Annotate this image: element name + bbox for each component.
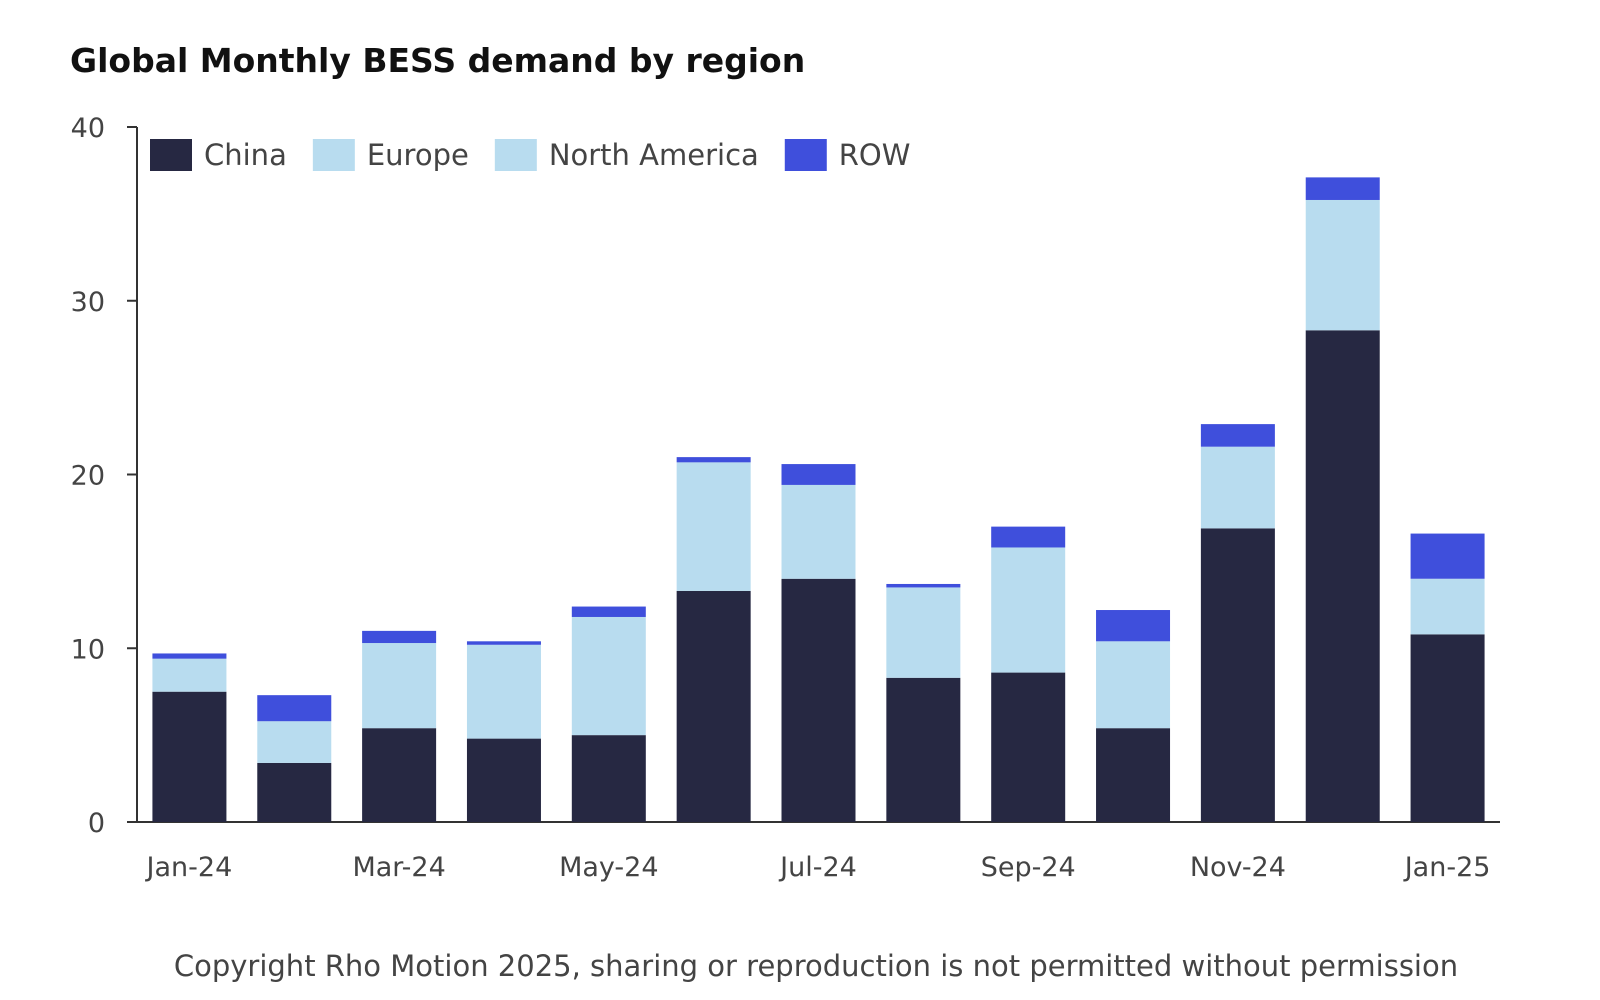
bar-segment-europe	[781, 484, 856, 579]
x-tick-label: Jan-25	[1403, 852, 1491, 883]
bar-segment-row	[362, 630, 437, 644]
y-tick-label: 40	[71, 113, 105, 144]
legend-label: Europe	[367, 138, 469, 172]
legend-swatch	[150, 139, 192, 171]
bar-segment-row	[1305, 177, 1380, 200]
legend-swatch	[312, 139, 355, 171]
bar-segment-row	[991, 526, 1066, 548]
legend-label: China	[204, 138, 287, 172]
bar-segment-europe	[362, 643, 437, 729]
bar-segment-china	[362, 728, 437, 822]
bar-segment-europe	[257, 721, 332, 763]
chart-bars	[152, 177, 1485, 822]
bar-segment-europe	[886, 587, 961, 678]
bar-segment-china	[571, 735, 646, 822]
y-tick-label: 30	[71, 287, 105, 318]
chart-legend: China Europe North America ROW	[150, 138, 910, 172]
bar-segment-europe	[1410, 578, 1485, 635]
bar-segment-china	[257, 762, 332, 822]
legend-label: ROW	[839, 138, 911, 172]
bar-segment-china	[152, 691, 227, 822]
legend-swatch	[494, 139, 537, 171]
bar-segment-europe	[1096, 641, 1171, 729]
bar-segment-china	[1200, 528, 1275, 822]
x-tick-label: Mar-24	[352, 852, 445, 883]
legend-swatch	[784, 139, 827, 171]
x-tick-label: Jan-24	[145, 852, 233, 883]
x-tick-label: Jul-24	[778, 852, 857, 883]
x-tick-label: May-24	[559, 852, 658, 883]
bar-segment-row	[1096, 610, 1171, 642]
bar-segment-china	[466, 738, 541, 822]
bar-segment-china	[991, 672, 1066, 822]
y-tick-label: 0	[88, 808, 105, 839]
x-tick-label: Sep-24	[981, 852, 1076, 883]
bar-segment-china	[1410, 634, 1485, 822]
bar-segment-china	[886, 677, 961, 822]
x-tick-label: Nov-24	[1190, 852, 1286, 883]
bar-segment-row	[781, 464, 856, 485]
bar-segment-china	[1096, 728, 1171, 822]
bar-segment-row	[1410, 533, 1485, 579]
legend-label: North America	[549, 138, 759, 172]
copyright-notice: Copyright Rho Motion 2025, sharing or re…	[174, 949, 1458, 983]
bar-segment-row	[676, 457, 751, 463]
bar-segment-row	[1200, 424, 1275, 447]
bar-segment-row	[466, 641, 541, 645]
bar-segment-row	[257, 695, 332, 722]
bar-segment-europe	[676, 462, 751, 591]
bar-segment-europe	[1305, 199, 1380, 331]
bar-segment-europe	[991, 547, 1066, 673]
bar-segment-row	[886, 583, 961, 588]
bar-segment-europe	[466, 644, 541, 739]
bar-segment-china	[1305, 330, 1380, 822]
bar-segment-row	[571, 606, 646, 617]
chart-title: Global Monthly BESS demand by region	[70, 41, 805, 80]
y-tick-label: 10	[71, 634, 105, 665]
y-tick-label: 20	[71, 461, 105, 492]
chart-axes: 0 10 20 30 40 Jan-24 Mar-24 May-24 Jul-24 Sep-24 N…	[71, 113, 1500, 883]
bar-segment-europe	[1200, 446, 1275, 529]
bar-segment-row	[152, 653, 227, 659]
bar-segment-europe	[152, 658, 227, 692]
bar-segment-china	[676, 590, 751, 822]
bar-segment-europe	[571, 616, 646, 736]
bar-segment-china	[781, 578, 856, 822]
